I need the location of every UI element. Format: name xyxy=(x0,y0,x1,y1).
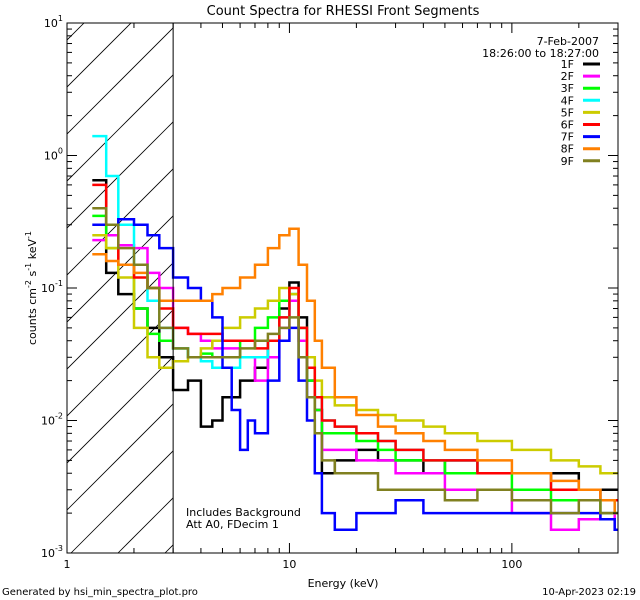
y-tick-label: 10-1 xyxy=(41,279,63,295)
hatch-line xyxy=(67,23,85,41)
series-line-2F xyxy=(92,234,618,531)
y-tick-label: 101 xyxy=(44,14,63,30)
x-tick-label: 1 xyxy=(64,558,71,571)
generated-by-label: Generated by hsi_min_spectra_plot.pro xyxy=(2,587,198,598)
hatch-line xyxy=(67,356,174,464)
x-tick-label: 100 xyxy=(501,558,522,571)
legend-label-6F: 6F xyxy=(561,119,574,132)
hatch-line xyxy=(67,168,174,276)
legend-date: 7-Feb-2007 xyxy=(537,35,599,48)
annotation-attenuator: Att A0, FDecim 1 xyxy=(186,518,279,531)
y-tick-label: 10-3 xyxy=(41,544,63,560)
legend-time: 18:26:00 to 18:27:00 xyxy=(482,47,599,60)
series-line-9F xyxy=(92,206,618,515)
hatch-line xyxy=(67,215,174,323)
hatch-line xyxy=(67,121,174,229)
hatch-line xyxy=(67,23,132,88)
hatch-line xyxy=(67,74,174,182)
hatch-line xyxy=(67,403,174,511)
series-line-3F xyxy=(92,214,618,515)
hatch-line xyxy=(67,27,174,135)
series-line-1F xyxy=(92,179,618,492)
hatch-line xyxy=(67,262,174,370)
y-tick-label: 100 xyxy=(44,147,63,163)
legend-label-4F: 4F xyxy=(561,94,574,107)
legend-label-8F: 8F xyxy=(561,143,574,156)
y-tick-label: 10-2 xyxy=(41,412,63,428)
x-axis-label: Energy (keV) xyxy=(308,577,379,590)
hatch-line xyxy=(212,0,640,553)
axes-group: 1 10 100 10-3 10-2 10-1 100 101 xyxy=(41,14,619,571)
attenuator-hatch-region xyxy=(67,0,640,553)
y-axis-label: counts cm-2 s-1 keV-1 xyxy=(24,231,39,345)
chart-title: Count Spectra for RHESSI Front Segments xyxy=(207,4,480,19)
legend-label-3F: 3F xyxy=(561,82,574,95)
series-line-7F xyxy=(92,218,618,531)
series-group xyxy=(92,134,618,531)
legend-label-5F: 5F xyxy=(561,106,574,119)
series-line-8F xyxy=(92,227,618,515)
hatch-line xyxy=(70,450,174,553)
generated-timestamp: 10-Apr-2023 02:19 xyxy=(542,587,636,598)
x-tick-label: 10 xyxy=(282,558,296,571)
legend-label-2F: 2F xyxy=(561,70,574,83)
legend-label-7F: 7F xyxy=(561,131,574,144)
annotation-background: Includes Background xyxy=(186,506,301,519)
legend-label-9F: 9F xyxy=(561,155,574,168)
legend-label-1F: 1F xyxy=(561,58,574,71)
